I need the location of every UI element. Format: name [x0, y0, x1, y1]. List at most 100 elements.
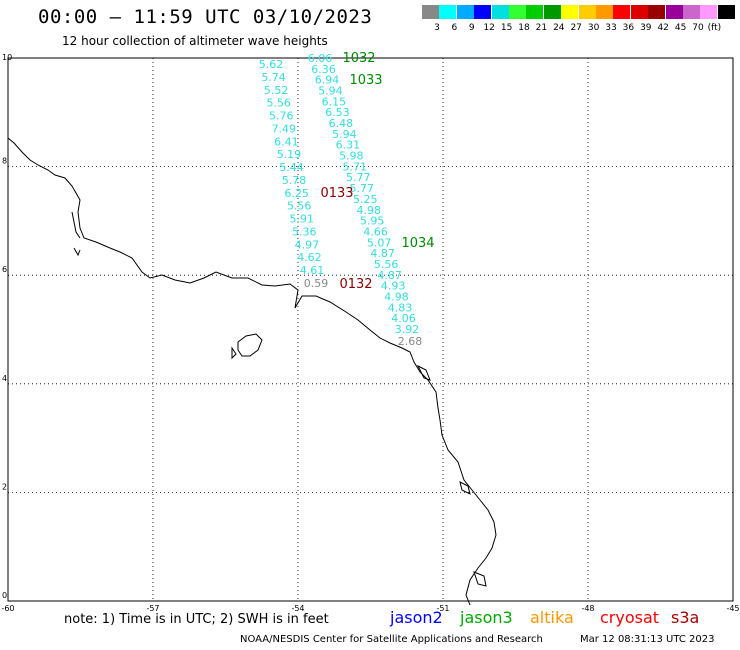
wave-height-label: 2.68: [398, 335, 423, 348]
island-outline: [237, 333, 263, 357]
wave-height-label: 6.41: [274, 135, 299, 148]
wave-height-label: 4.66: [363, 225, 388, 238]
wave-height-label: 5.91: [290, 213, 315, 226]
wave-height-label: 4.98: [384, 290, 409, 303]
wave-height-label: 0.59: [304, 277, 329, 290]
latitude-label: 4: [2, 374, 7, 383]
wave-height-label: 4.97: [295, 238, 320, 251]
longitude-label: -45: [726, 604, 739, 613]
wave-height-label: 5.98: [339, 150, 364, 163]
longitude-label: -54: [291, 604, 304, 613]
latitude-label: 6: [2, 265, 7, 274]
legend-tick-label: 42: [657, 23, 669, 33]
legend-tick-label: 9: [468, 23, 475, 33]
wave-height-label: 5.52: [264, 84, 289, 97]
legend-swatch: [665, 5, 683, 19]
satellite-legend-cryosat: cryosat: [600, 608, 660, 627]
legend-tick-label: 27: [570, 23, 582, 33]
wave-height-label: 6.53: [325, 106, 350, 119]
wave-height-label: 6.25: [284, 187, 309, 200]
latitude-label: 0: [2, 591, 7, 600]
satellite-legend-altika: altika: [530, 608, 574, 627]
wave-height-labels: 5.625.745.525.565.767.496.415.195.445.78…: [259, 51, 435, 348]
lat-lon-grid: 10 8 6 4 2 0 -60 -57 -54 -51 -48 -45: [1, 53, 739, 613]
latitude-label: 2: [2, 482, 7, 491]
longitude-label: -51: [436, 604, 449, 613]
legend-swatch: [474, 5, 492, 19]
legend-swatch: [648, 5, 666, 19]
wave-height-label: 5.95: [360, 215, 385, 228]
map-title: 00:00 – 11:59 UTC 03/10/2023: [38, 6, 373, 28]
wave-height-label: 5.94: [332, 128, 357, 141]
coastline: [7, 137, 497, 606]
legend-unit: (ft): [707, 23, 722, 33]
legend-tick-label: 21: [535, 23, 548, 33]
satellite-legend-jason2: jason2: [390, 608, 443, 627]
legend-tick-label: 39: [640, 23, 652, 33]
longitude-label: -48: [581, 604, 594, 613]
legend-swatch: [543, 5, 561, 19]
wave-height-label: 6.15: [322, 95, 347, 108]
wave-height-label: 5.56: [287, 200, 312, 213]
legend-swatch: [491, 5, 509, 19]
wave-height-label: 5.56: [374, 258, 399, 271]
wave-height-label: 4.87: [377, 269, 402, 282]
legend-swatch: [561, 5, 579, 19]
wave-height-label: 4.62: [297, 251, 322, 264]
legend-tick-label: 18: [518, 23, 530, 33]
units-note: note: 1) Time is in UTC; 2) SWH is in fe…: [64, 612, 329, 627]
pass-time-label: 0133: [320, 186, 353, 201]
legend-swatch: [578, 5, 596, 19]
legend-swatch: [526, 5, 544, 19]
legend-tick-label: 15: [500, 23, 513, 33]
wave-height-label: 5.56: [266, 97, 291, 110]
legend-swatch: [630, 5, 648, 19]
legend-tick-label: 33: [605, 23, 617, 33]
wave-height-label: 5.71: [343, 160, 368, 173]
legend-tick-label: 24: [553, 23, 565, 33]
longitude-label: -57: [146, 604, 159, 613]
wave-height-label: 5.19: [277, 148, 302, 161]
wave-height-label: 5.77: [346, 171, 371, 184]
map-frame: [7, 57, 734, 602]
wave-height-label: 4.06: [391, 312, 416, 325]
timestamp-footer: Mar 12 08:31:13 UTC 2023: [580, 634, 715, 645]
legend-swatch: [439, 5, 457, 19]
legend-swatch: [613, 5, 631, 19]
wave-height-label: 5.36: [292, 225, 317, 238]
islet-outline: [231, 346, 487, 587]
wave-height-label: 4.98: [356, 204, 381, 217]
longitude-label: -60: [1, 604, 14, 613]
legend-swatch: [596, 5, 613, 19]
wave-height-label: 5.76: [269, 110, 294, 123]
wave-height-label: 4.61: [300, 264, 325, 277]
map-subtitle: 12 hour collection of altimeter wave hei…: [62, 34, 328, 48]
legend-tick-label: 6: [451, 23, 458, 33]
wave-height-label: 5.07: [367, 236, 392, 249]
wave-height-label: 4.83: [388, 301, 413, 314]
pass-time-label: 0132: [339, 277, 372, 292]
wave-height-label: 5.44: [279, 161, 304, 174]
pass-time-label: 1032: [342, 51, 375, 66]
wave-height-label: 5.78: [282, 174, 307, 187]
wave-height-label: 4.93: [381, 280, 406, 293]
wave-height-label: 5.77: [350, 182, 375, 195]
wave-height-label: 5.74: [261, 71, 286, 84]
pass-time-label: 1033: [349, 73, 382, 88]
satellite-legend-jason3: jason3: [460, 608, 513, 627]
wave-height-label: 6.31: [336, 139, 361, 152]
latitude-label: 8: [2, 157, 7, 166]
legend-tick-label: 70: [692, 23, 704, 33]
legend-tick-label: 45: [674, 23, 687, 33]
legend-swatch: [456, 5, 474, 19]
wave-height-label: 6.94: [315, 74, 340, 87]
wave-height-label: 5.25: [353, 193, 378, 206]
legend-tick-label: 30: [587, 23, 600, 33]
wave-height-label: 6.48: [329, 117, 354, 130]
coast-inlet: [71, 211, 81, 257]
wave-height-label: 6.06: [308, 52, 333, 65]
wave-height-label: 5.62: [259, 58, 284, 71]
legend-tick-label: 3: [434, 23, 440, 33]
legend-swatch: [700, 5, 718, 19]
